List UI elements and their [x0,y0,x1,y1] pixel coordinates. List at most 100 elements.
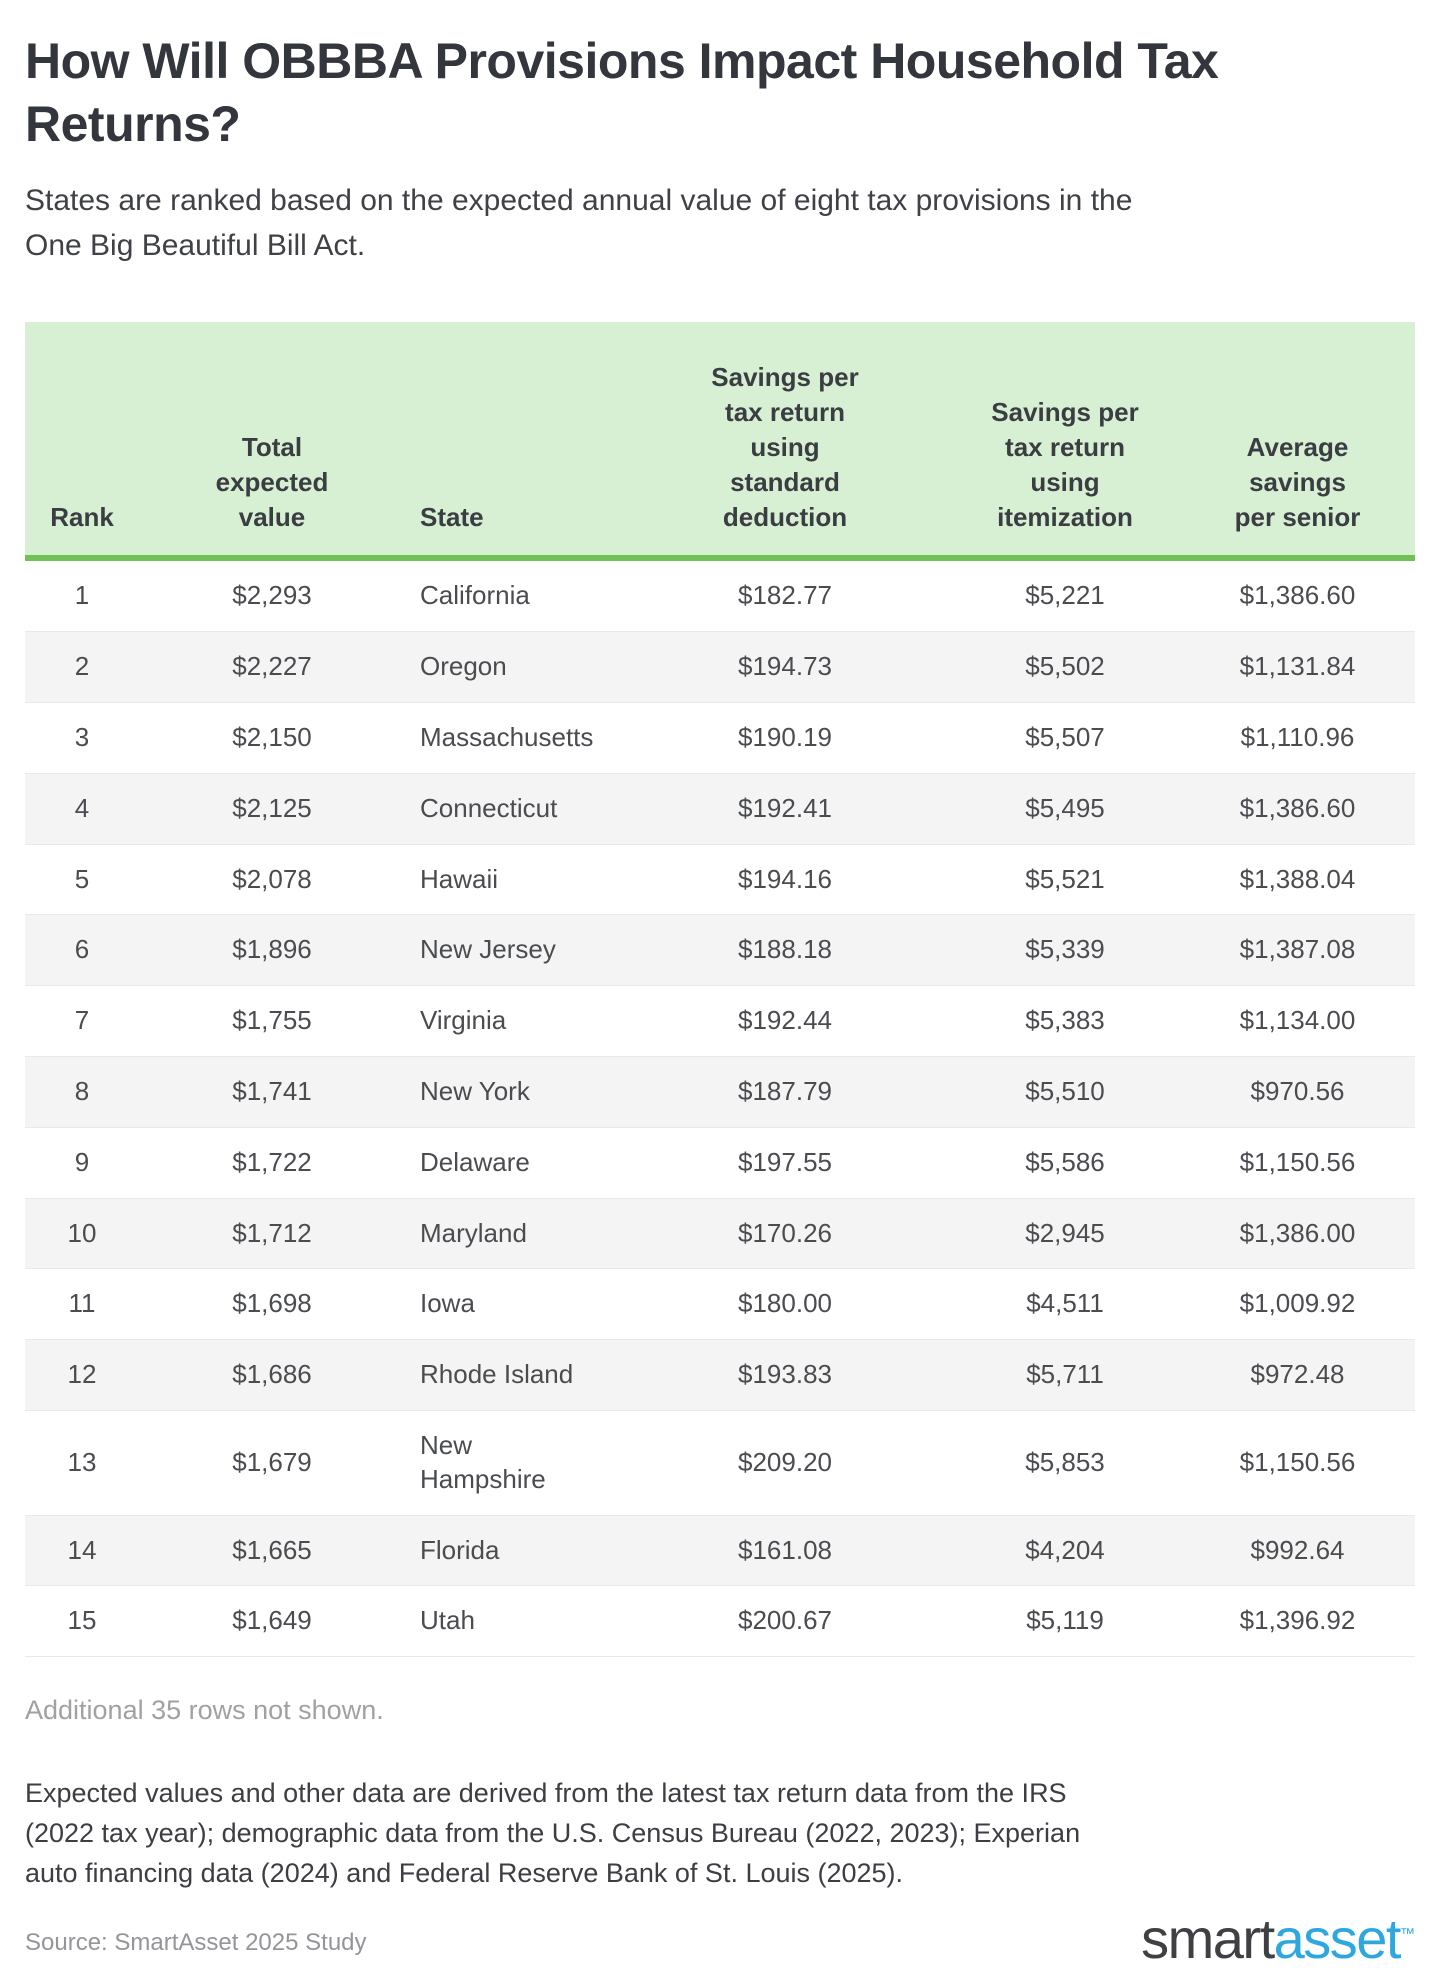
cell-rank: 13 [25,1410,139,1516]
cell-avg_savings_per_senior: $1,150.56 [1180,1127,1415,1199]
cell-savings_itemization: $5,853 [950,1410,1180,1516]
column-header-savings_standard_deduction: Savings per tax return using standard de… [620,322,950,562]
cell-savings_standard_deduction: $192.44 [620,985,950,1058]
table-header-row: Rank Total expected value State Savings per… [25,322,1415,562]
table-row: 12 $1,686 Rhode Island $193.83 $5,711 $972.48 [25,1339,1415,1412]
cell-state: Delaware [405,1127,620,1199]
cell-state: Iowa [405,1268,620,1341]
cell-avg_savings_per_senior: $1,387.08 [1180,914,1415,987]
table-row: 10 $1,712 Maryland $170.26 $2,945 $1,386.00 [25,1198,1415,1270]
page-subtitle: States are ranked based on the expected … [25,184,1133,262]
source-text: Source: SmartAsset 2025 Study [25,1929,367,1957]
cell-savings_standard_deduction: $180.00 [620,1268,950,1341]
cell-total_expected_value: $1,755 [139,985,405,1058]
column-header-avg_savings_per_senior: Average savings per senior [1180,322,1415,562]
cell-rank: 1 [25,558,139,633]
cell-avg_savings_per_senior: $972.48 [1180,1339,1415,1412]
cell-savings_standard_deduction: $197.55 [620,1127,950,1199]
column-header-total_expected_value: Total expected value [139,322,405,562]
rows-not-shown-note: Additional 35 rows not shown. [25,1695,384,1726]
cell-savings_itemization: $4,511 [950,1268,1180,1341]
smartasset-logo: smartasset™ [1141,1911,1415,1967]
cell-total_expected_value: $2,150 [139,702,405,774]
cell-savings_itemization: $5,711 [950,1339,1180,1412]
cell-savings_standard_deduction: $194.16 [620,844,950,916]
table-row: 2 $2,227 Oregon $194.73 $5,502 $1,131.84 [25,631,1415,704]
cell-savings_standard_deduction: $182.77 [620,558,950,633]
cell-avg_savings_per_senior: $1,110.96 [1180,702,1415,774]
cell-savings_standard_deduction: $161.08 [620,1515,950,1587]
cell-savings_itemization: $2,945 [950,1198,1180,1270]
cell-savings_itemization: $5,383 [950,985,1180,1058]
table-row: 1 $2,293 California $182.77 $5,221 $1,386.60 [25,558,1415,633]
cell-state: Rhode Island [405,1339,620,1412]
cell-savings_itemization: $5,119 [950,1585,1180,1658]
cell-savings_standard_deduction: $170.26 [620,1198,950,1270]
cell-state: California [405,558,620,633]
cell-savings_standard_deduction: $188.18 [620,914,950,987]
cell-savings_itemization: $4,204 [950,1515,1180,1587]
cell-rank: 3 [25,702,139,774]
cell-total_expected_value: $2,078 [139,844,405,916]
cell-savings_standard_deduction: $190.19 [620,702,950,774]
cell-savings_standard_deduction: $200.67 [620,1585,950,1658]
cell-rank: 9 [25,1127,139,1199]
table-row: 13 $1,679 New Hampshire $209.20 $5,853 $1,150… [25,1410,1415,1516]
table-row: 8 $1,741 New York $187.79 $5,510 $970.56 [25,1056,1415,1128]
cell-state: New Jersey [405,914,620,987]
cell-total_expected_value: $1,741 [139,1056,405,1128]
cell-total_expected_value: $1,679 [139,1410,405,1516]
cell-state: Massachusetts [405,702,620,774]
cell-savings_itemization: $5,510 [950,1056,1180,1128]
cell-avg_savings_per_senior: $1,131.84 [1180,631,1415,704]
cell-total_expected_value: $1,649 [139,1585,405,1658]
table-body: 1 $2,293 California $182.77 $5,221 $1,386.60 2… [25,558,1415,1658]
cell-rank: 5 [25,844,139,916]
column-header-rank: Rank [25,322,139,562]
cell-total_expected_value: $1,722 [139,1127,405,1199]
cell-savings_standard_deduction: $209.20 [620,1410,950,1516]
cell-rank: 8 [25,1056,139,1128]
cell-state: Utah [405,1585,620,1658]
table-row: 11 $1,698 Iowa $180.00 $4,511 $1,009.92 [25,1268,1415,1341]
state-rankings-table: Rank Total expected value State Savings per… [25,322,1415,1658]
cell-rank: 2 [25,631,139,704]
cell-savings_standard_deduction: $192.41 [620,773,950,845]
cell-state: New York [405,1056,620,1128]
logo-trademark-symbol: ™ [1400,1925,1415,1943]
column-header-state: State [405,322,620,562]
cell-total_expected_value: $1,712 [139,1198,405,1270]
cell-savings_itemization: $5,502 [950,631,1180,704]
page-title: How Will OBBBA Provisions Impact Househo… [25,33,1219,152]
cell-savings_itemization: $5,495 [950,773,1180,845]
logo-asset-text: asset [1273,1907,1402,1970]
cell-avg_savings_per_senior: $1,396.92 [1180,1585,1415,1658]
cell-rank: 10 [25,1198,139,1270]
methodology-text: Expected values and other data are deriv… [25,1778,1081,1888]
cell-savings_standard_deduction: $187.79 [620,1056,950,1128]
cell-rank: 7 [25,985,139,1058]
cell-avg_savings_per_senior: $1,386.60 [1180,773,1415,845]
cell-total_expected_value: $1,665 [139,1515,405,1587]
cell-savings_standard_deduction: $194.73 [620,631,950,704]
column-header-savings_itemization: Savings per tax return using itemization [950,322,1180,562]
cell-state: Hawaii [405,844,620,916]
table-row: 4 $2,125 Connecticut $192.41 $5,495 $1,386.60 [25,773,1415,845]
table-row: 3 $2,150 Massachusetts $190.19 $5,507 $1,110.… [25,702,1415,774]
cell-savings_standard_deduction: $193.83 [620,1339,950,1412]
cell-avg_savings_per_senior: $1,388.04 [1180,844,1415,916]
cell-state: New Hampshire [405,1410,620,1516]
cell-total_expected_value: $2,227 [139,631,405,704]
cell-avg_savings_per_senior: $1,386.00 [1180,1198,1415,1270]
cell-total_expected_value: $2,125 [139,773,405,845]
cell-avg_savings_per_senior: $1,150.56 [1180,1410,1415,1516]
cell-avg_savings_per_senior: $1,386.60 [1180,558,1415,633]
cell-savings_itemization: $5,221 [950,558,1180,633]
footer: Source: SmartAsset 2025 Study smartasset… [25,1911,1415,1967]
cell-state: Connecticut [405,773,620,845]
table-row: 5 $2,078 Hawaii $194.16 $5,521 $1,388.04 [25,844,1415,916]
cell-avg_savings_per_senior: $1,009.92 [1180,1268,1415,1341]
logo-smart-text: smart [1141,1907,1275,1970]
cell-savings_itemization: $5,586 [950,1127,1180,1199]
